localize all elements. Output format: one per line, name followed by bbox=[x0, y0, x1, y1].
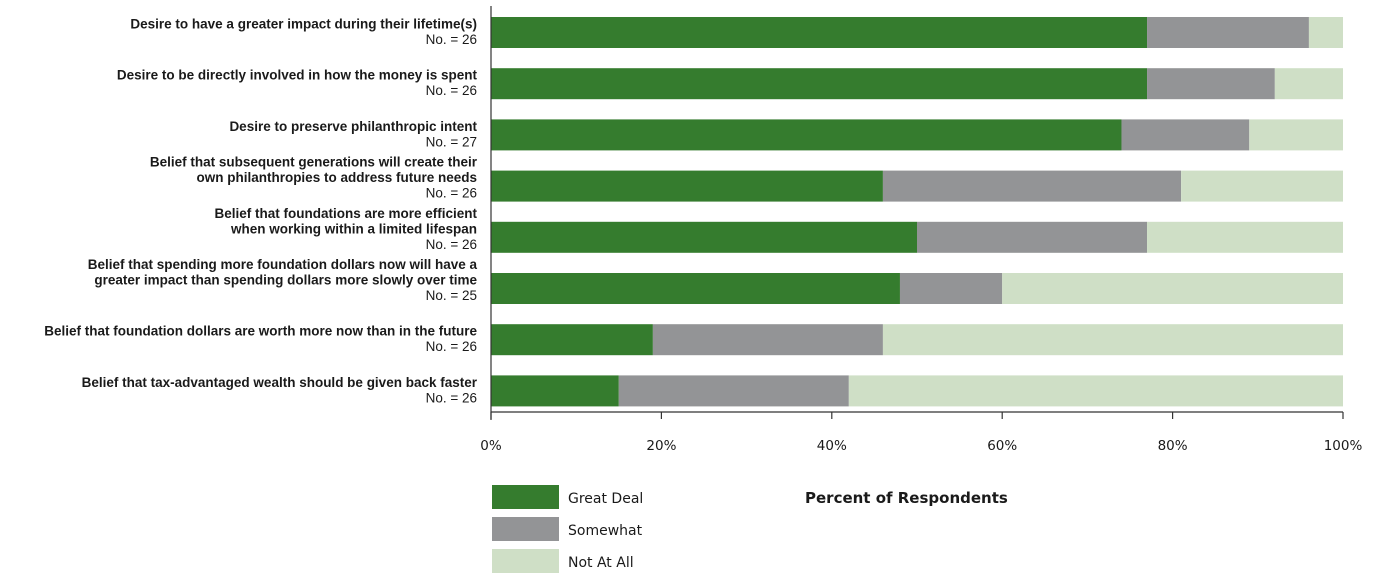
bar-segment-great-deal bbox=[491, 17, 1148, 48]
respondent-count: No. = 26 bbox=[426, 32, 477, 47]
bar-segment-somewhat bbox=[652, 324, 883, 356]
x-axis-title: Percent of Respondents bbox=[805, 489, 1008, 507]
x-tick-label: 40% bbox=[817, 438, 847, 454]
bar-segment-somewhat bbox=[917, 221, 1148, 253]
bar-segment-not-at-all bbox=[1308, 17, 1343, 48]
bar-segment-not-at-all bbox=[1002, 273, 1343, 304]
legend: Great Deal Somewhat Not At All bbox=[492, 485, 643, 573]
category-label: Desire to preserve philanthropic intent bbox=[229, 119, 477, 134]
respondent-count: No. = 26 bbox=[426, 339, 477, 354]
bar-segment-not-at-all bbox=[1249, 119, 1343, 151]
bar-segment-not-at-all bbox=[1274, 68, 1343, 100]
category-label: Belief that spending more foundation dol… bbox=[88, 257, 478, 272]
legend-label: Great Deal bbox=[568, 491, 643, 507]
bar-segment-great-deal bbox=[491, 273, 900, 304]
respondent-count: No. = 27 bbox=[426, 134, 477, 149]
bar-segment-great-deal bbox=[491, 324, 653, 356]
bar-segment-not-at-all bbox=[1147, 221, 1343, 253]
bar-segment-somewhat bbox=[899, 273, 1003, 304]
bar-segment-great-deal bbox=[491, 68, 1148, 100]
category-label: Belief that tax-advantaged wealth should… bbox=[82, 375, 478, 390]
bar-segment-not-at-all bbox=[1181, 170, 1343, 202]
category-labels-layer: Desire to have a greater impact during t… bbox=[44, 17, 478, 406]
respondent-count: No. = 25 bbox=[426, 288, 477, 303]
respondent-count: No. = 26 bbox=[426, 83, 477, 98]
bar-segment-great-deal bbox=[491, 375, 619, 407]
bar-segment-somewhat bbox=[618, 375, 849, 407]
legend-swatch-great-deal bbox=[492, 485, 559, 509]
legend-swatch-somewhat bbox=[492, 517, 559, 541]
bar-segment-not-at-all bbox=[848, 375, 1343, 407]
x-tick-label: 20% bbox=[646, 438, 676, 454]
respondent-count: No. = 26 bbox=[426, 186, 477, 201]
ticks-layer: 0% 20% 40% 60% 80% 100% bbox=[480, 412, 1362, 454]
bar-segment-great-deal bbox=[491, 170, 883, 202]
category-label: Belief that subsequent generations will … bbox=[150, 155, 478, 170]
category-label: Desire to be directly involved in how th… bbox=[117, 68, 478, 83]
bar-segment-somewhat bbox=[882, 170, 1182, 202]
bar-segment-somewhat bbox=[1147, 68, 1275, 100]
category-label: greater impact than spending dollars mor… bbox=[94, 273, 477, 288]
category-label: own philanthropies to address future nee… bbox=[196, 170, 477, 185]
bar-segment-great-deal bbox=[491, 119, 1122, 151]
respondent-count: No. = 26 bbox=[426, 237, 477, 252]
x-tick-label: 0% bbox=[480, 438, 502, 454]
category-label: Desire to have a greater impact during t… bbox=[130, 17, 477, 32]
category-label: when working within a limited lifespan bbox=[230, 221, 477, 236]
bar-segment-great-deal bbox=[491, 221, 917, 253]
category-label: Belief that foundation dollars are worth… bbox=[44, 324, 477, 339]
x-tick-label: 60% bbox=[987, 438, 1017, 454]
category-label: Belief that foundations are more efficie… bbox=[214, 206, 477, 221]
bar-segment-somewhat bbox=[1121, 119, 1250, 151]
bars-layer bbox=[491, 17, 1343, 407]
bar-segment-not-at-all bbox=[882, 324, 1343, 356]
x-tick-label: 100% bbox=[1324, 438, 1363, 454]
x-tick-label: 80% bbox=[1158, 438, 1188, 454]
bar-segment-somewhat bbox=[1147, 17, 1309, 48]
legend-label: Somewhat bbox=[568, 523, 643, 539]
legend-label: Not At All bbox=[568, 555, 634, 571]
respondent-count: No. = 26 bbox=[426, 390, 477, 405]
legend-swatch-not-at-all bbox=[492, 549, 559, 573]
